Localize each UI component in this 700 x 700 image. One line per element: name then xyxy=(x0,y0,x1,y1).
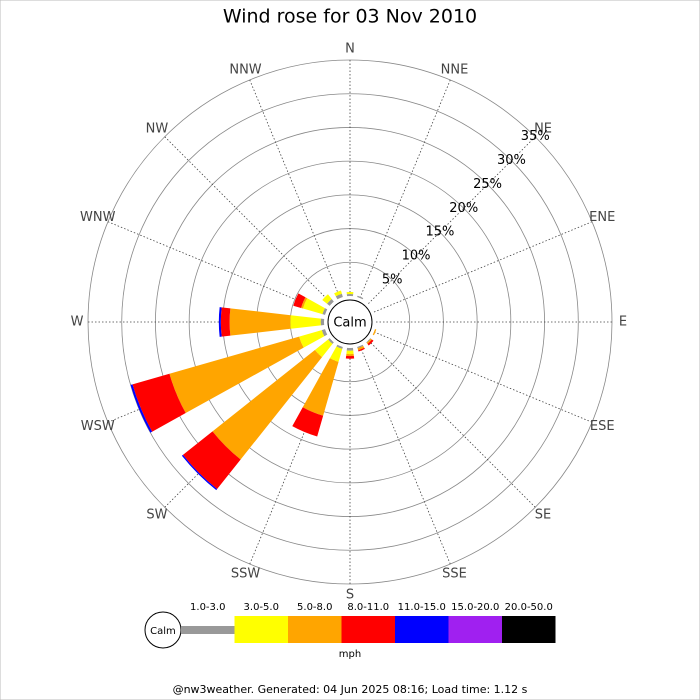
wind-bar-segment xyxy=(321,329,328,337)
wind-bar-segment xyxy=(322,308,328,315)
wind-bar-segment xyxy=(345,355,355,359)
spoke xyxy=(373,331,593,423)
r-tick-label: 5% xyxy=(382,272,403,287)
r-tick-label: 20% xyxy=(449,201,478,216)
direction-label: ENE xyxy=(589,210,615,225)
wind-bar-segment xyxy=(314,339,333,358)
direction-label: WSW xyxy=(81,419,115,434)
direction-label: NE xyxy=(534,121,552,136)
wind-bar-segment xyxy=(366,338,372,344)
wind-bar-segment xyxy=(169,336,304,414)
legend-swatch xyxy=(502,616,556,643)
unit-label: mph xyxy=(339,649,361,660)
legend-calm-label: Calm xyxy=(150,626,176,637)
legend-label: 15.0-20.0 xyxy=(451,602,499,613)
wind-bar-segment xyxy=(229,308,291,336)
wind-bar-segment xyxy=(357,344,364,349)
wind-bar-segment xyxy=(322,294,332,304)
spoke xyxy=(373,221,593,313)
wind-bar-segment xyxy=(299,330,325,348)
spoke xyxy=(359,345,451,565)
legend-label: 11.0-15.0 xyxy=(398,602,446,613)
wind-bar-segment xyxy=(290,315,321,329)
spoke xyxy=(368,136,536,304)
direction-label: SW xyxy=(146,508,167,523)
wind-bar-segment xyxy=(346,347,354,351)
wind-bar-segment xyxy=(366,338,371,343)
ring xyxy=(188,160,512,484)
r-tick-label: 25% xyxy=(473,177,502,192)
wind-bar-segment xyxy=(346,353,354,357)
wind-bar-segment xyxy=(328,338,334,344)
r-tick-label: 15% xyxy=(425,225,454,240)
wind-bar-segment xyxy=(302,298,325,315)
r-tick-label: 35% xyxy=(521,129,550,144)
direction-label: WNW xyxy=(80,210,116,225)
direction-label: N xyxy=(345,42,355,57)
wind-bar-segment xyxy=(327,299,334,306)
wind-bar-segment xyxy=(132,373,186,432)
wind-bar-segment xyxy=(212,349,323,460)
r-tick-label: 30% xyxy=(497,153,526,168)
calm-label: Calm xyxy=(333,316,366,331)
wind-bar-segment xyxy=(130,384,153,433)
wind-bar-segment xyxy=(218,307,222,337)
direction-label: W xyxy=(71,315,84,330)
legend-swatch xyxy=(341,616,395,643)
wind-bar-segment xyxy=(292,407,324,437)
direction-label: E xyxy=(619,315,627,330)
wind-bar-segment xyxy=(336,344,343,349)
wind-bar-segment xyxy=(334,290,342,297)
direction-label: SE xyxy=(535,508,551,523)
legend-label: 5.0-8.0 xyxy=(297,602,332,613)
ring xyxy=(121,93,579,551)
wind-bar-segment xyxy=(346,350,354,355)
spoke xyxy=(107,221,327,313)
wind-bar-segment xyxy=(335,293,343,300)
legend-label: 8.0-11.0 xyxy=(347,602,389,613)
wind-bar-segment xyxy=(358,347,365,352)
wind-bar-segment xyxy=(182,431,241,490)
legend-swatch xyxy=(288,616,342,643)
direction-label: SSW xyxy=(231,567,261,582)
wind-bar-segment xyxy=(301,297,308,309)
direction-label: ESE xyxy=(590,419,615,434)
direction-label: S xyxy=(346,588,354,603)
direction-label: NNW xyxy=(229,62,261,77)
spoke xyxy=(249,79,341,299)
direction-label: NW xyxy=(146,121,169,136)
spoke xyxy=(359,79,451,299)
direction-label: NNE xyxy=(441,62,469,77)
wind-bar-segment xyxy=(346,291,354,295)
spoke xyxy=(164,136,332,304)
chart-title: Wind rose for 03 Nov 2010 xyxy=(223,6,477,28)
wind-bar-segment xyxy=(320,318,325,326)
calm-circle xyxy=(327,299,373,345)
wind-bar-segment xyxy=(357,345,365,351)
legend-swatch xyxy=(448,616,502,643)
wind-bar-segment xyxy=(357,295,364,300)
wind-bar-segment xyxy=(329,346,343,362)
legend-swatch xyxy=(181,626,235,634)
legend-label: 1.0-3.0 xyxy=(190,602,225,613)
wind-bar-segment xyxy=(367,339,374,346)
wind-bar-segment xyxy=(181,454,218,491)
legend-label: 20.0-50.0 xyxy=(505,602,553,613)
direction-label: SSE xyxy=(442,567,467,582)
legend-swatch xyxy=(395,616,449,643)
wind-bar-segment xyxy=(302,358,339,416)
legend-label: 3.0-5.0 xyxy=(244,602,279,613)
wind-bar-segment xyxy=(220,307,231,337)
footer: @nw3weather. Generated: 04 Jun 2025 08:1… xyxy=(173,683,528,696)
wind-bar-segment xyxy=(293,293,306,308)
wind-bar-segment xyxy=(346,293,354,297)
legend-swatch xyxy=(234,616,288,643)
r-tick-label: 10% xyxy=(402,248,431,263)
spoke xyxy=(368,340,536,508)
wind-bar-segment xyxy=(372,329,377,336)
